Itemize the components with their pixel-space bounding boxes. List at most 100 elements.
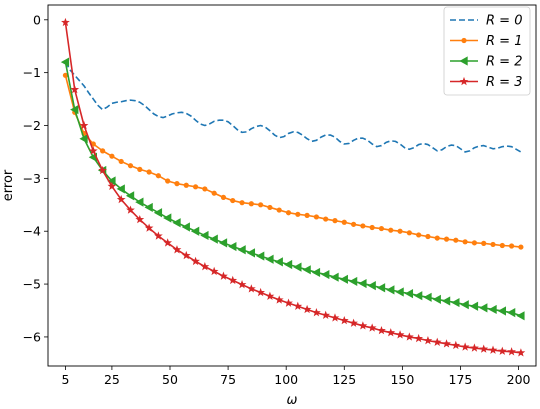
y-tick-label: −6 — [23, 329, 41, 344]
x-axis-label: ω — [287, 393, 298, 408]
data-point — [443, 236, 450, 242]
data-point — [220, 194, 227, 200]
data-point — [349, 318, 358, 327]
data-point — [126, 205, 135, 214]
y-tick-label: −2 — [23, 118, 41, 133]
legend-box — [443, 6, 531, 96]
data-point — [228, 275, 238, 285]
data-point — [230, 197, 236, 204]
legend-label: R = 3 — [486, 75, 522, 90]
x-axis-ticks: 5 25 50 75 100 125 150 175 200 — [61, 366, 531, 387]
data-point — [209, 266, 219, 276]
data-point — [163, 213, 172, 223]
data-point — [267, 204, 273, 211]
data-point — [395, 287, 404, 297]
data-point — [155, 173, 161, 179]
data-point — [330, 272, 339, 282]
data-point — [350, 221, 357, 227]
data-point — [360, 223, 366, 229]
data-point — [116, 194, 126, 204]
data-point — [183, 182, 189, 188]
data-point — [302, 304, 312, 314]
data-point — [237, 280, 247, 289]
data-point — [293, 262, 302, 272]
data-point — [311, 267, 321, 278]
data-point — [239, 200, 245, 206]
data-point — [60, 57, 70, 67]
series-2 — [60, 57, 525, 321]
data-point — [332, 218, 338, 224]
data-point — [442, 339, 451, 348]
data-point — [190, 226, 200, 236]
data-point — [358, 321, 368, 330]
data-point — [323, 216, 329, 222]
legend-marker — [459, 56, 468, 66]
data-point — [312, 308, 321, 317]
data-point — [341, 219, 347, 225]
data-point — [70, 84, 80, 94]
data-point — [265, 291, 275, 300]
data-point — [330, 313, 340, 322]
x-tick-label: 50 — [162, 372, 178, 387]
data-point — [377, 325, 386, 335]
data-point — [488, 304, 497, 315]
data-point — [518, 244, 524, 250]
data-point — [274, 257, 283, 267]
data-point — [499, 242, 505, 249]
series-3 — [61, 17, 526, 357]
data-point — [367, 281, 376, 291]
data-point — [497, 346, 507, 355]
data-point — [153, 208, 163, 218]
data-point — [256, 287, 265, 297]
data-point — [395, 330, 405, 339]
data-point — [165, 178, 171, 184]
data-point — [367, 323, 377, 332]
data-point — [70, 105, 79, 115]
data-point — [62, 72, 69, 78]
legend-item: R = 2 — [450, 55, 522, 70]
data-point — [304, 212, 310, 218]
y-tick-label: −5 — [23, 277, 41, 292]
data-point — [154, 231, 163, 240]
data-point — [146, 169, 152, 175]
data-point — [460, 342, 470, 351]
data-point — [469, 301, 479, 311]
data-point — [451, 297, 460, 308]
data-point — [406, 230, 412, 236]
data-point — [127, 163, 134, 169]
data-point — [237, 245, 246, 255]
data-point — [414, 333, 424, 343]
data-point — [191, 256, 200, 266]
data-point — [404, 332, 414, 341]
data-point — [425, 233, 431, 240]
data-point — [100, 148, 106, 154]
data-point — [470, 343, 479, 352]
legend-label: R = 2 — [486, 55, 522, 70]
legend-label: R = 1 — [486, 34, 522, 49]
data-point — [218, 238, 228, 248]
data-point — [181, 222, 190, 232]
x-tick-label: 25 — [104, 372, 120, 387]
data-point — [246, 284, 256, 293]
data-point — [376, 283, 386, 293]
data-point — [174, 181, 180, 187]
data-point — [386, 285, 395, 295]
data-point — [248, 201, 254, 207]
x-tick-label: 75 — [220, 372, 236, 387]
data-point — [192, 184, 199, 190]
data-point — [163, 238, 173, 247]
data-point — [416, 232, 422, 238]
data-point — [481, 240, 487, 246]
data-point — [79, 120, 89, 130]
data-point — [404, 288, 414, 299]
data-point — [258, 202, 264, 208]
data-point — [137, 166, 143, 172]
data-point — [107, 176, 116, 186]
legend: R = 0 R = 1 R = 2 R = 3 — [443, 6, 531, 96]
series-line — [64, 61, 522, 153]
data-point — [339, 274, 348, 284]
data-point — [479, 303, 488, 313]
data-point — [285, 210, 292, 216]
plot-area — [60, 17, 526, 357]
